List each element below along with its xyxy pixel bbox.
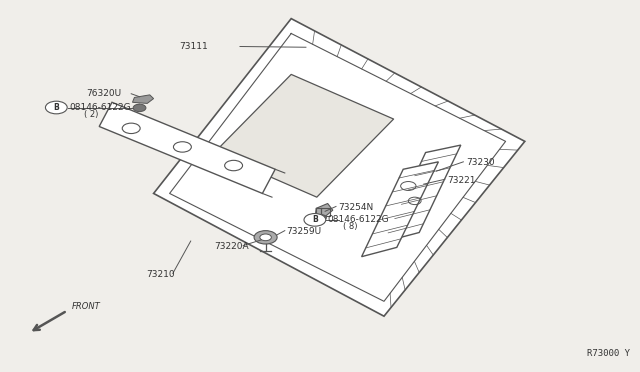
Text: 73254N: 73254N [338,203,373,212]
Text: ( 8): ( 8) [344,222,358,231]
Polygon shape [384,145,461,242]
Circle shape [133,104,146,112]
Text: 73230: 73230 [466,158,495,167]
Text: 73111: 73111 [179,42,208,51]
Text: 08146-6122G: 08146-6122G [328,215,389,224]
Text: 73220A: 73220A [214,242,249,251]
Polygon shape [362,162,438,257]
Text: 73221: 73221 [447,176,476,185]
Text: 76320U: 76320U [86,89,122,97]
Circle shape [45,101,67,114]
Circle shape [316,215,326,221]
Polygon shape [154,19,525,316]
Text: R73000 Y: R73000 Y [588,349,630,358]
Polygon shape [99,102,275,193]
Polygon shape [214,74,394,197]
Circle shape [254,231,277,244]
Text: ( 2): ( 2) [84,110,99,119]
Circle shape [260,234,271,241]
Polygon shape [316,203,333,217]
Text: 08146-6122G: 08146-6122G [69,103,131,112]
Circle shape [304,214,326,226]
Text: 73259U: 73259U [286,227,321,236]
Text: B: B [54,103,59,112]
Text: B: B [312,215,317,224]
Text: FRONT: FRONT [72,302,100,311]
Text: 73210: 73210 [146,270,175,279]
Polygon shape [132,95,154,103]
